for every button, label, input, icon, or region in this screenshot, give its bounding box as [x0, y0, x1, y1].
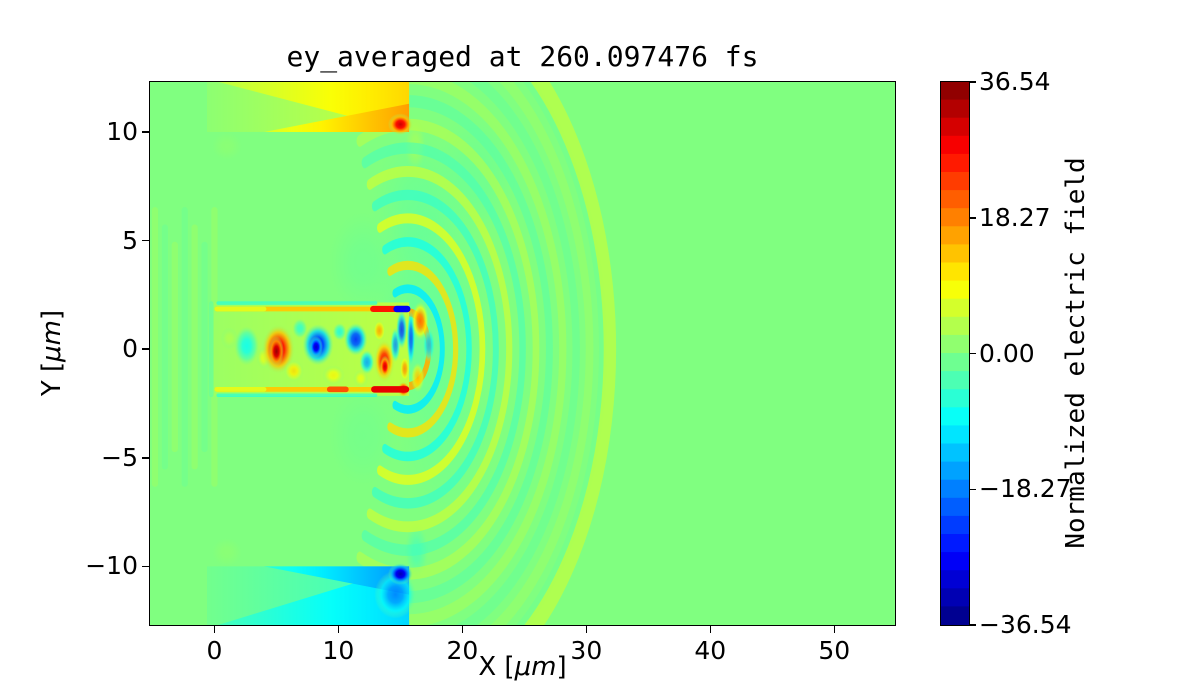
- y-tick-label: 0: [122, 334, 138, 364]
- colorbar-tick-label: 0.00: [979, 338, 1035, 368]
- y-tick-label: 10: [106, 116, 138, 146]
- x-tick-mark: [585, 625, 588, 633]
- x-tick-mark: [833, 625, 835, 633]
- y-tick-label: −10: [85, 551, 138, 581]
- x-axis-label-unit: μm: [514, 652, 557, 682]
- x-tick-mark: [709, 625, 712, 633]
- y-axis-label-post: ]: [37, 309, 67, 320]
- x-tick-label: 20: [446, 636, 479, 665]
- x-tick-label: 50: [818, 636, 851, 665]
- y-tick-mark: [142, 565, 150, 568]
- colorbar-tick-mark: [969, 352, 976, 355]
- y-tick-label: 5: [122, 225, 138, 255]
- x-tick-label: 40: [694, 636, 727, 665]
- y-tick-label: −5: [101, 442, 138, 472]
- colorbar: [940, 81, 970, 626]
- x-tick-mark: [337, 625, 340, 633]
- y-axis-label-pre: Y [: [37, 361, 67, 397]
- plot-area: [149, 81, 896, 626]
- x-axis-label-pre: X [: [478, 652, 515, 682]
- x-axis-label: X [μm]: [150, 652, 895, 682]
- x-axis-label-post: ]: [556, 652, 567, 682]
- x-tick-label: 30: [570, 636, 603, 665]
- colorbar-tick-label: 18.27: [979, 202, 1051, 232]
- colorbar-tick-mark: [969, 217, 976, 219]
- y-tick-mark: [142, 457, 150, 459]
- y-tick-mark: [142, 131, 150, 133]
- colorbar-tick-label: −36.54: [979, 610, 1072, 639]
- x-tick-label: 10: [322, 636, 355, 665]
- colorbar-tick-label: 36.54: [979, 67, 1051, 96]
- colorbar-tick-label: −18.27: [979, 474, 1072, 504]
- x-tick-label: 0: [206, 636, 223, 665]
- y-tick-mark: [142, 348, 150, 350]
- colorbar-canvas: [941, 82, 969, 625]
- colorbar-tick-mark: [969, 81, 976, 83]
- y-tick-mark: [142, 239, 150, 242]
- x-tick-mark: [213, 625, 216, 633]
- colorbar-tick-mark: [969, 488, 976, 490]
- plot-canvas: [150, 82, 895, 625]
- colorbar-tick-mark: [969, 624, 976, 626]
- x-tick-mark: [461, 625, 464, 633]
- plot-title: ey_averaged at 260.097476 fs: [286, 40, 759, 73]
